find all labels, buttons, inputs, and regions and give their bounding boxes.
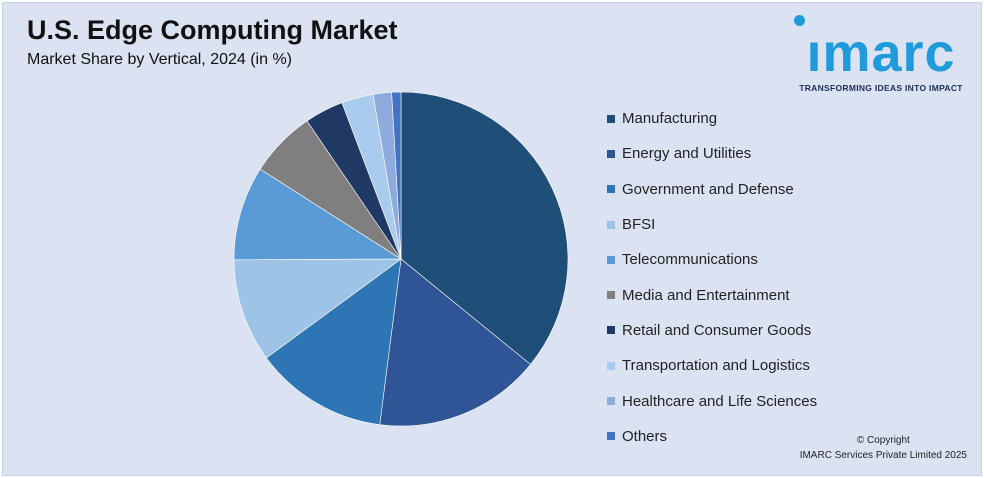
copyright-line-2: IMARC Services Private Limited 2025 xyxy=(799,450,967,461)
pie-slice-bfsi xyxy=(233,258,402,359)
legend-swatch xyxy=(607,185,615,194)
chart-title: U.S. Edge Computing Market xyxy=(27,15,398,45)
legend-item: Others xyxy=(607,419,867,454)
chart-subtitle: Market Share by Vertical, 2024 (in %) xyxy=(27,51,293,68)
legend-swatch xyxy=(607,255,615,264)
legend-item: Telecommunications xyxy=(607,242,867,277)
legend-swatch xyxy=(607,361,615,370)
legend-swatch xyxy=(607,432,615,441)
legend-item: BFSI xyxy=(607,207,867,242)
legend-item: Transportation and Logistics xyxy=(607,348,867,383)
legend-item: Energy and Utilities xyxy=(607,136,867,171)
legend-label: Others xyxy=(622,427,668,445)
legend-swatch xyxy=(607,114,615,123)
imarc-logo: ımarc TRANSFORMING IDEAS INTO IMPACT xyxy=(785,11,977,97)
legend-swatch xyxy=(607,220,615,229)
logo-tagline: TRANSFORMING IDEAS INTO IMPACT xyxy=(799,83,963,93)
pie-slice-manufacturing xyxy=(400,91,569,365)
legend-swatch xyxy=(607,291,615,300)
chart-legend: Manufacturing Energy and Utilities Governm… xyxy=(607,101,867,454)
legend-item: Government and Defense xyxy=(607,172,867,207)
legend-item: Manufacturing xyxy=(607,101,867,136)
legend-label: Energy and Utilities xyxy=(622,145,752,163)
copyright-notice: © Copyright IMARC Services Private Limit… xyxy=(800,433,967,463)
pie-slice-energy-and-utilities xyxy=(379,258,531,427)
pie-slice-telecommunications xyxy=(233,168,403,261)
legend-item: Media and Entertainment xyxy=(607,277,867,312)
legend-label: Transportation and Logistics xyxy=(622,357,810,375)
legend-swatch xyxy=(607,397,615,406)
logo-wordmark: ımarc xyxy=(806,23,956,83)
legend-label: Healthcare and Life Sciences xyxy=(622,392,818,410)
legend-label: Government and Defense xyxy=(622,180,794,198)
copyright-line-1: © Copyright xyxy=(856,435,910,446)
logo-dot-icon xyxy=(794,15,805,26)
legend-swatch xyxy=(607,149,615,158)
pie-chart xyxy=(233,91,569,427)
legend-label: Media and Entertainment xyxy=(622,286,790,304)
legend-label: Manufacturing xyxy=(622,110,718,128)
legend-label: Telecommunications xyxy=(622,251,758,269)
legend-label: Retail and Consumer Goods xyxy=(622,321,812,339)
legend-item: Healthcare and Life Sciences xyxy=(607,383,867,418)
legend-label: BFSI xyxy=(622,216,656,234)
pie-slice-government-and-defense xyxy=(265,258,402,425)
legend-item: Retail and Consumer Goods xyxy=(607,313,867,348)
legend-swatch xyxy=(607,326,615,335)
pie-slice-others xyxy=(391,91,402,260)
